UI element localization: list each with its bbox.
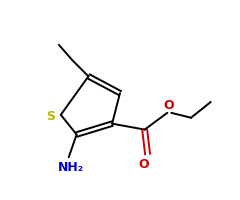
Text: NH₂: NH₂ bbox=[58, 161, 84, 174]
Text: O: O bbox=[138, 158, 149, 171]
Text: O: O bbox=[163, 99, 174, 112]
Text: S: S bbox=[47, 110, 55, 123]
